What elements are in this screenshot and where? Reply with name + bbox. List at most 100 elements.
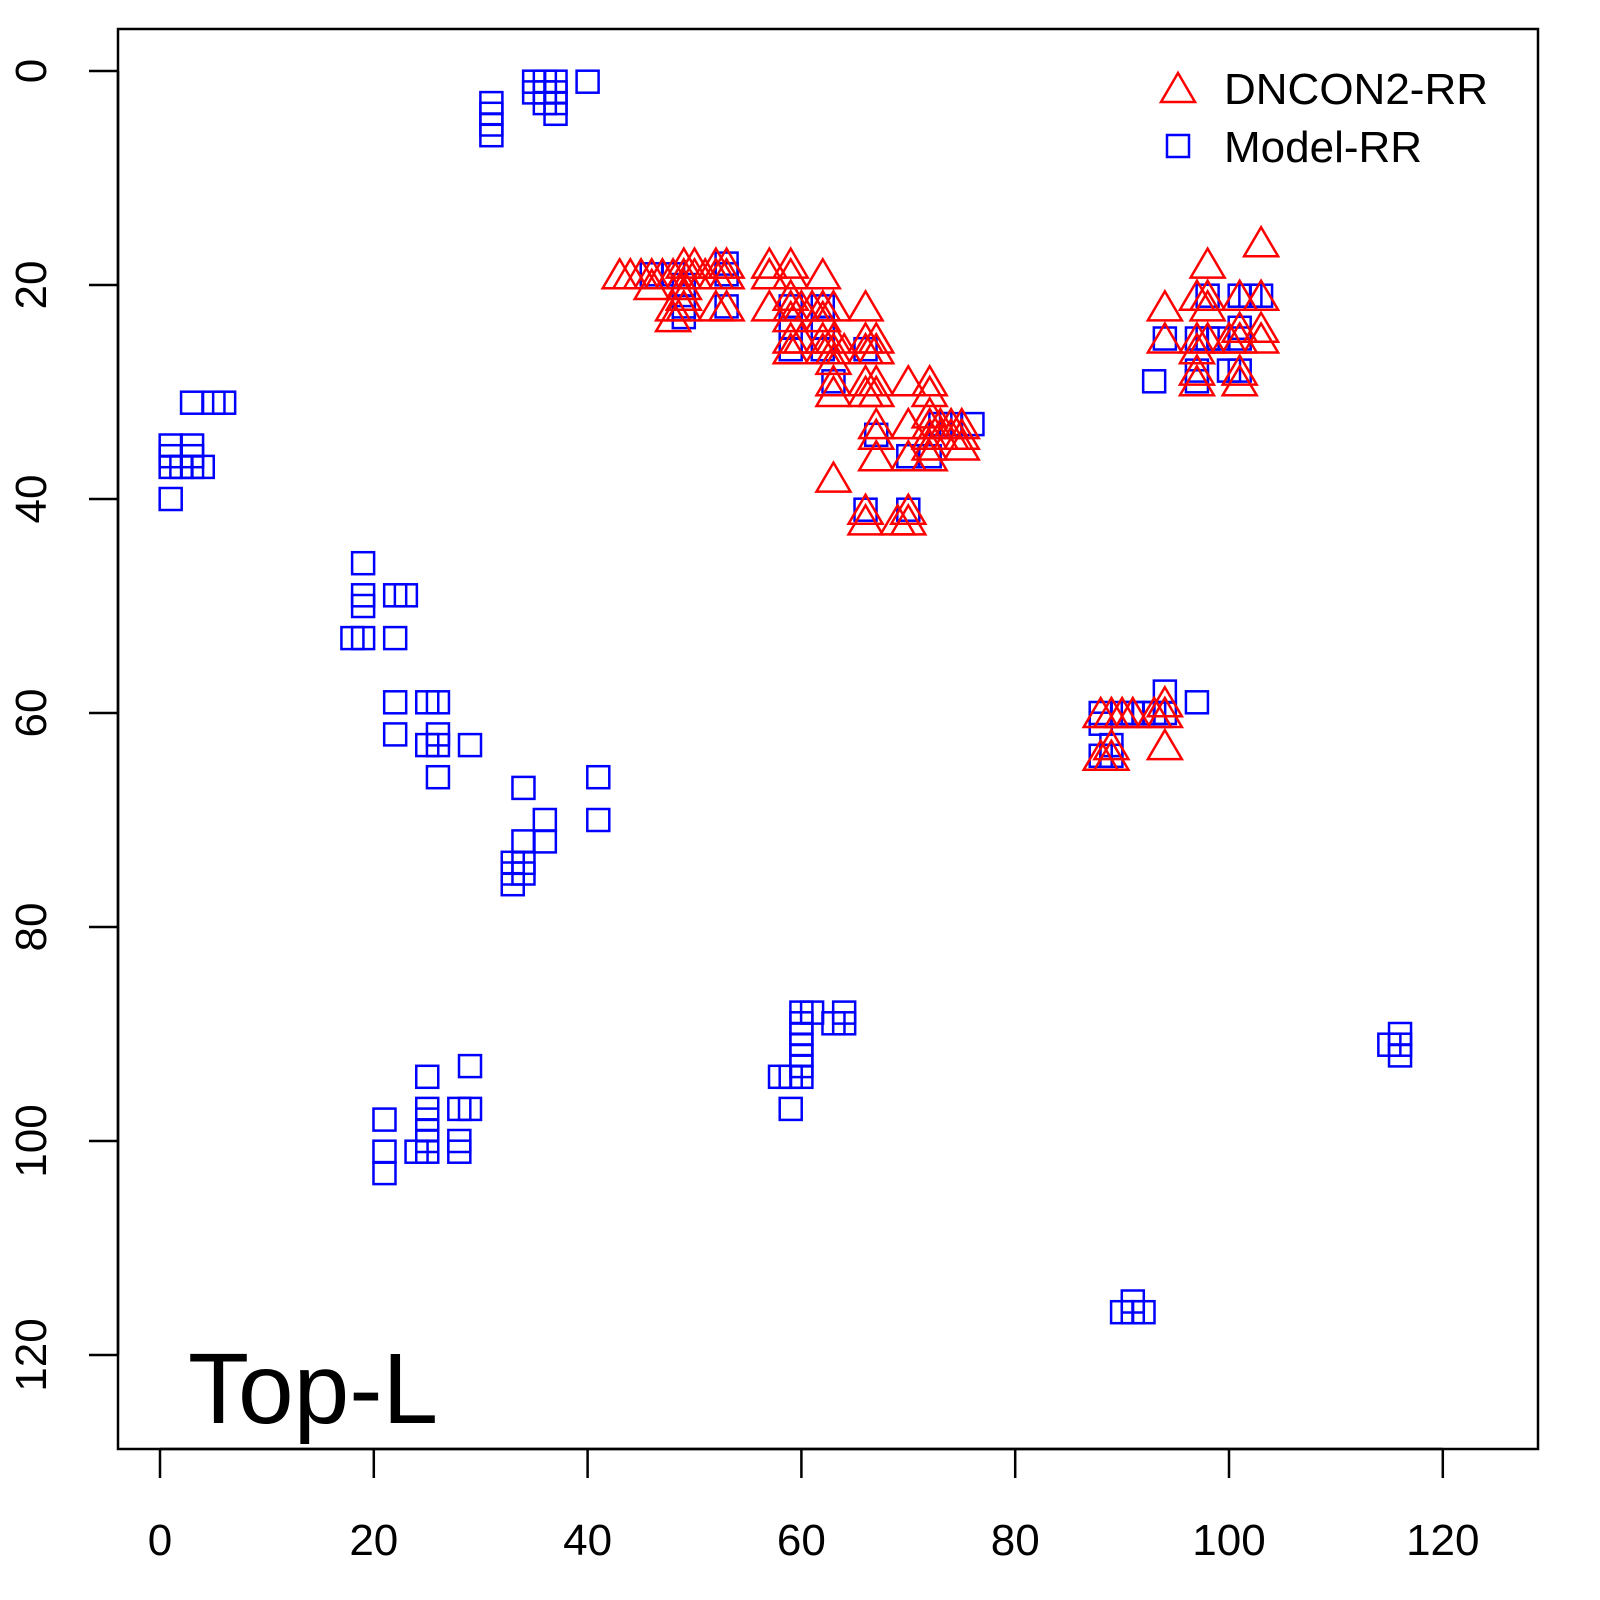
dncon2-rr-point — [846, 492, 885, 525]
dncon2-rr-point — [889, 406, 928, 440]
dncon2-rr-point — [942, 428, 981, 461]
y-tick-label: 80 — [7, 903, 56, 952]
dncon2-rr-point — [857, 406, 896, 440]
model-rr-point — [778, 336, 803, 362]
model-rr-point — [575, 69, 600, 94]
y-tick-label: 120 — [7, 1318, 56, 1391]
dncon2-rr-point — [910, 374, 949, 408]
model-rr-point — [190, 454, 216, 480]
model-rr-point — [415, 1064, 440, 1090]
model-rr-point — [543, 101, 568, 127]
dncon2-rr-point — [750, 288, 789, 322]
model-rr-point — [896, 497, 921, 522]
dncon2-rr-point — [846, 288, 885, 322]
model-rr-point — [1141, 369, 1167, 394]
x-tick-label: 20 — [349, 1516, 398, 1565]
legend: DNCON2-RR Model-RR — [1158, 65, 1488, 172]
dncon2-rr-point — [1241, 310, 1281, 344]
dncon2-rr-point — [942, 417, 981, 451]
dncon2-rr-point — [857, 321, 896, 354]
model-rr-point — [714, 294, 739, 319]
dncon2-rr-point — [653, 299, 693, 333]
dncon2-rr-point — [814, 288, 853, 322]
dncon2-rr-point — [1188, 278, 1227, 311]
model-rr-point — [853, 336, 878, 362]
x-tick-label: 60 — [777, 1516, 826, 1565]
dncon2-rr-point — [771, 256, 810, 290]
dncon2-rr-point — [1177, 363, 1217, 397]
dncon2-rr-point — [707, 246, 746, 279]
model-rr-point — [457, 732, 483, 758]
dncon2-rr-point — [750, 246, 789, 279]
dncon2-rr-point — [824, 331, 864, 365]
model-rr-point — [532, 807, 558, 833]
dncon2-rr-point — [814, 363, 853, 397]
legend-label: DNCON2-RR — [1224, 65, 1488, 114]
model-rr-point — [511, 861, 536, 886]
model-rr-point — [158, 486, 183, 512]
dncon2-rr-point — [1220, 310, 1259, 344]
dncon2-rr-point — [803, 299, 842, 333]
dncon2-rr-point — [1145, 684, 1185, 718]
dncon2-rr-point — [771, 331, 810, 365]
data-points — [158, 69, 1413, 1325]
dncon2-rr-point — [1145, 288, 1185, 322]
model-rr-point — [404, 1139, 429, 1164]
model-rr-point — [1248, 283, 1274, 308]
model-rr-point — [1152, 326, 1178, 351]
dncon2-rr-point — [910, 428, 949, 461]
dncon2-rr-point — [1092, 738, 1131, 772]
dncon2-rr-point — [771, 246, 810, 279]
x-tick-label: 100 — [1192, 1516, 1265, 1565]
model-rr-point — [1152, 700, 1178, 726]
model-rr-point — [457, 1096, 483, 1122]
dncon2-rr-point — [814, 342, 853, 376]
dncon2-rr-point — [910, 438, 949, 472]
dncon2-rr-point — [814, 374, 853, 408]
dncon2-rr-point — [857, 438, 896, 472]
model-rr-point — [350, 550, 376, 576]
dncon2-rr-point — [910, 363, 949, 397]
y-tick-label: 60 — [7, 689, 56, 738]
model-rr-point — [211, 390, 237, 415]
annotation-label: Top-L — [188, 1333, 438, 1445]
dncon2-rr-point — [889, 438, 928, 472]
model-rr-point — [511, 829, 536, 854]
model-rr-point — [1184, 690, 1210, 715]
model-rr-point — [479, 122, 504, 148]
dncon2-rr-point — [857, 417, 896, 451]
model-rr-point — [960, 411, 985, 437]
model-rr-point — [1131, 1299, 1156, 1325]
model-rr-point — [810, 336, 836, 362]
model-rr-point — [671, 304, 697, 330]
dncon2-rr-point — [1220, 363, 1259, 397]
model-rr-point — [917, 443, 942, 469]
model-rr-point — [1387, 1043, 1413, 1068]
model-rr-point — [511, 775, 536, 801]
model-rr-point — [425, 732, 451, 758]
dncon2-rr-point — [1145, 727, 1185, 761]
x-tick-label: 80 — [991, 1516, 1040, 1565]
dncon2-rr-point — [664, 267, 703, 301]
dncon2-rr-point — [1145, 695, 1185, 729]
model-rr-point — [372, 1139, 397, 1164]
plot-frame — [116, 27, 1540, 1451]
dncon2-rr-point — [1188, 321, 1227, 354]
dncon2-rr-point — [1220, 321, 1259, 354]
y-tick-label: 20 — [7, 261, 56, 310]
dncon2-rr-point — [857, 331, 896, 365]
dncon2-rr-point — [1188, 288, 1227, 322]
dncon2-rr-point — [1241, 224, 1281, 258]
dncon2-rr-point — [878, 502, 917, 536]
dncon2-rr-point — [1220, 353, 1259, 386]
model-rr-point — [425, 764, 451, 790]
dncon2-rr-point — [1241, 321, 1281, 354]
dncon2-rr-point — [771, 299, 810, 333]
dncon2-rr-point — [1113, 695, 1152, 729]
y-axis: 0 20 40 60 80 100 120 — [7, 59, 120, 1392]
dncon2-rr-point — [803, 256, 842, 290]
y-tick-label: 0 — [7, 59, 56, 83]
dncon2-rr-point — [857, 374, 896, 408]
dncon2-rr-point — [942, 406, 981, 440]
